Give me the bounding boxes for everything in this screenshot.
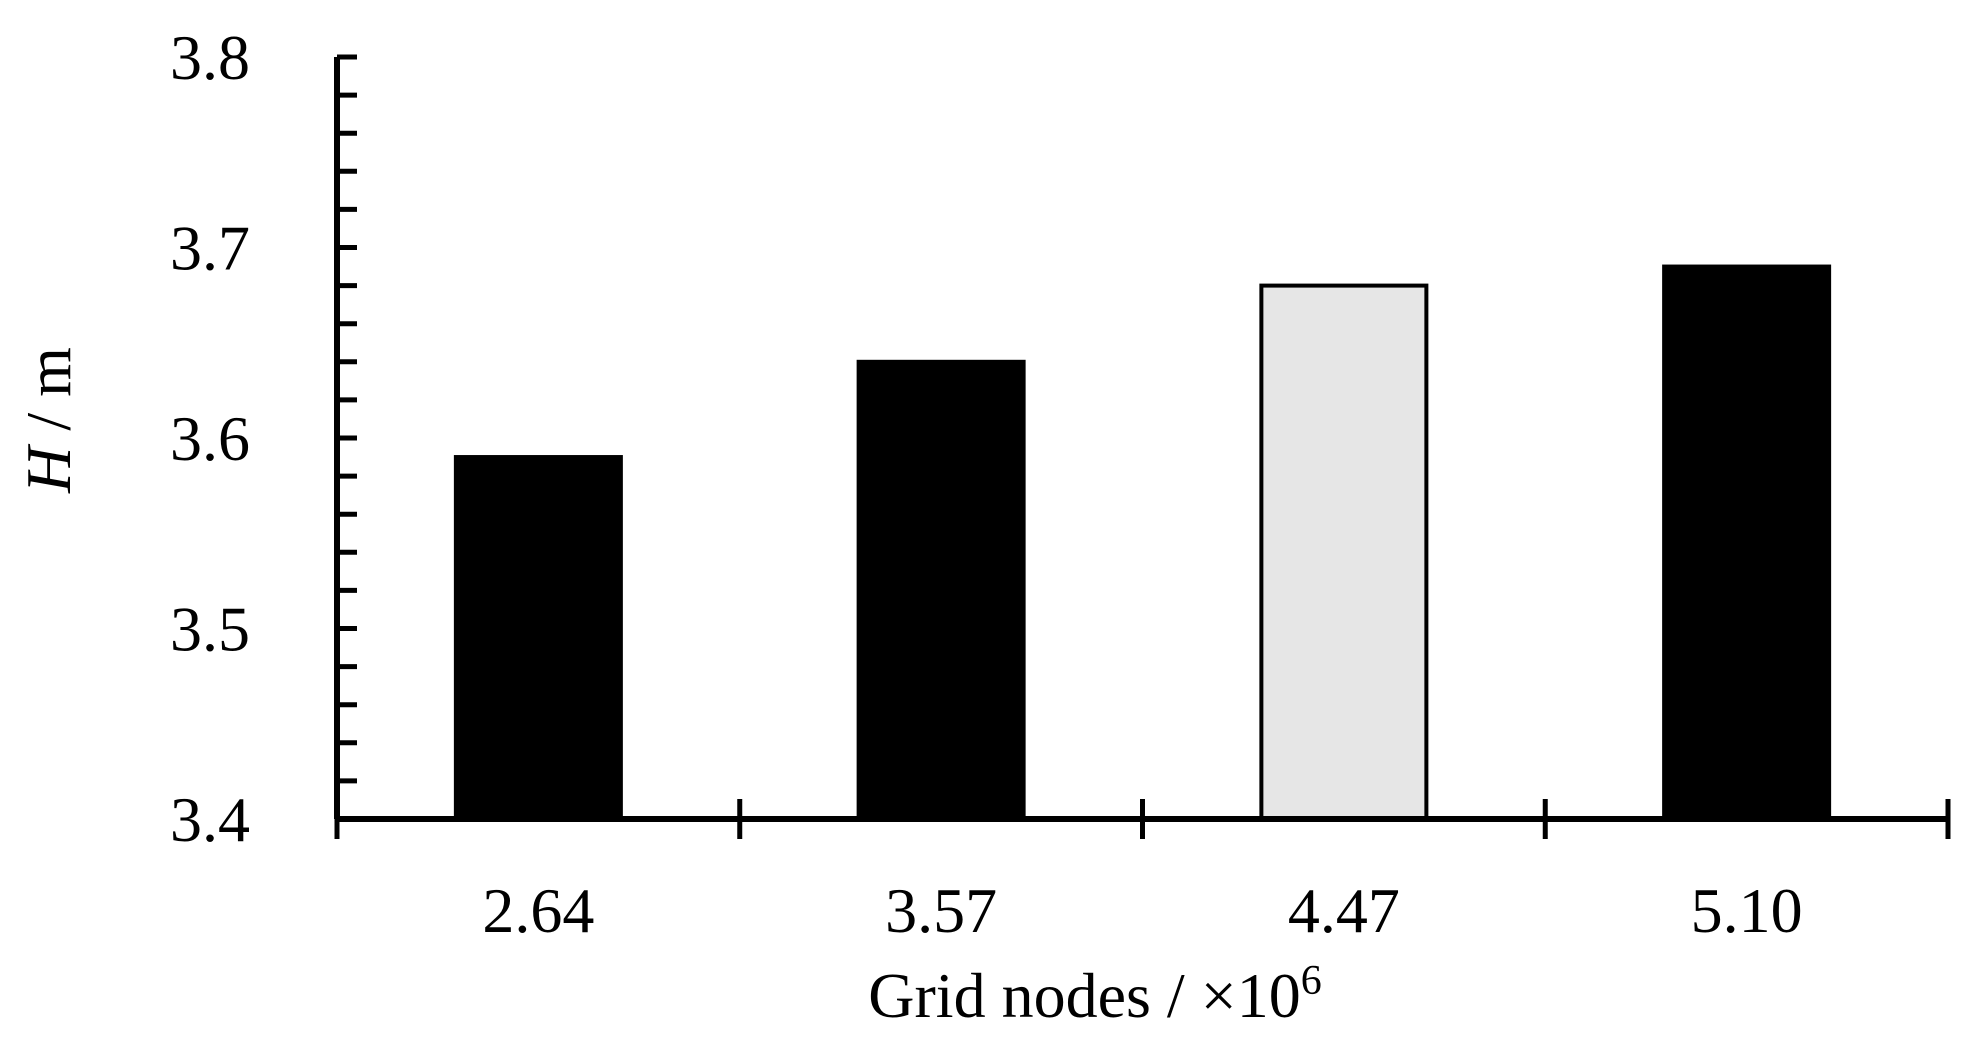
y-tick-label: 3.4 xyxy=(170,784,250,855)
bar-5-10 xyxy=(1662,264,1832,821)
x-tick-label: 4.47 xyxy=(1288,875,1400,946)
y-ticks xyxy=(337,54,357,822)
y-tick-label: 3.6 xyxy=(170,403,250,474)
bars xyxy=(453,264,1832,822)
y-axis: 3.4 3.5 3.6 3.7 3.8 xyxy=(170,22,357,855)
x-ticks xyxy=(334,799,1951,839)
y-tick-label: 3.8 xyxy=(170,22,250,93)
x-tick-labels: 2.64 3.57 4.47 5.10 xyxy=(482,875,1802,946)
y-axis-title: H / m xyxy=(13,347,84,494)
x-tick-label: 2.64 xyxy=(482,875,594,946)
bar-3-57 xyxy=(856,359,1026,821)
x-axis-title-superscript: 6 xyxy=(1301,958,1322,1004)
x-axis-title-text: Grid nodes / ×10 xyxy=(868,960,1301,1031)
bar-2-64 xyxy=(453,455,623,821)
x-tick-label: 3.57 xyxy=(885,875,997,946)
y-tick-labels: 3.4 3.5 3.6 3.7 3.8 xyxy=(170,22,250,855)
y-tick-label: 3.5 xyxy=(170,594,250,665)
x-axis-title: Grid nodes / ×106 xyxy=(868,958,1322,1031)
x-axis: 2.64 3.57 4.47 5.10 xyxy=(334,799,1951,946)
x-tick-label: 5.10 xyxy=(1691,875,1803,946)
y-axis-title-unit: / m xyxy=(13,347,84,447)
y-tick-label: 3.7 xyxy=(170,213,250,284)
bar-4-47 xyxy=(1259,283,1429,822)
y-axis-title-symbol: H xyxy=(13,443,84,494)
